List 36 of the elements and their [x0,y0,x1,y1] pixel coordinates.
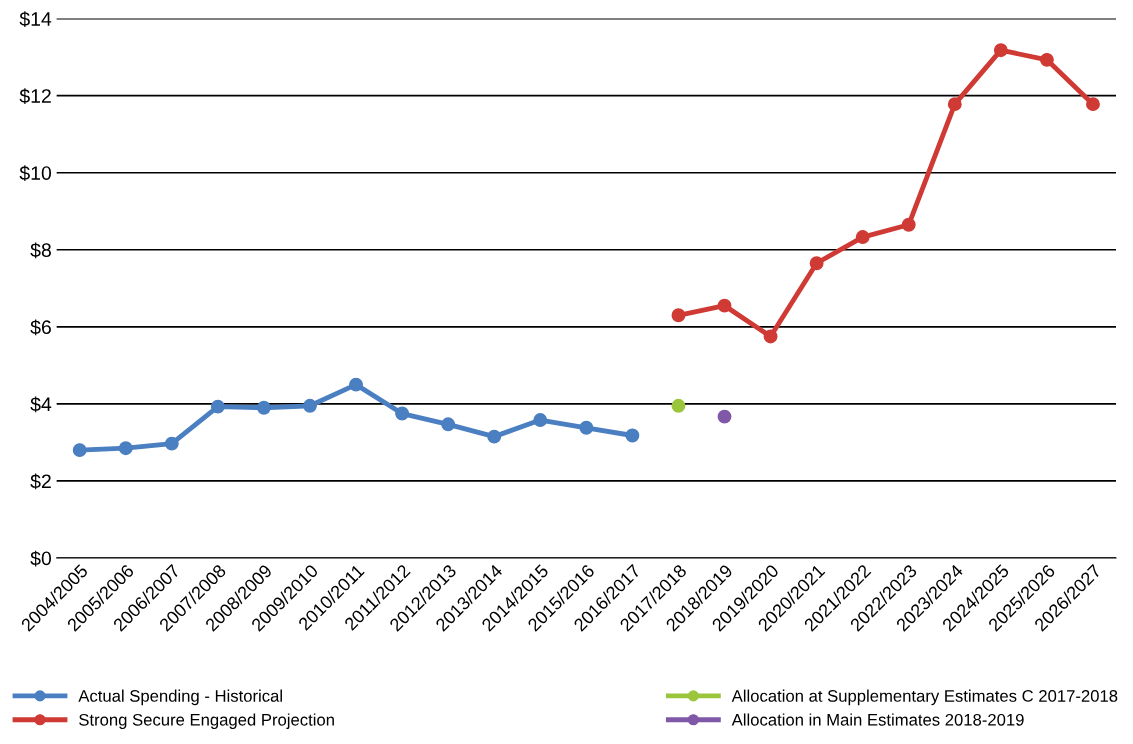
y-tick-label: $10 [19,165,52,182]
point [579,420,594,435]
point [118,441,133,456]
y-tick-label: $14 [19,11,52,27]
point [164,436,179,451]
point [625,428,640,443]
y-tick-label: $8 [30,242,51,259]
legend-label: Allocation in Main Estimates 2018-2019 [731,713,1024,726]
point [993,43,1008,58]
point [441,417,456,432]
point [1039,52,1054,67]
y-tick-label: $12 [19,88,51,105]
point [487,429,502,444]
point [395,406,410,421]
point [947,97,962,112]
y-tick-label: $6 [30,319,51,336]
point [901,217,916,232]
point [256,400,271,415]
point [1086,97,1100,112]
point [855,230,870,245]
legend-label: Actual Spending - Historical [78,689,282,706]
legend-label: Allocation at Supplementary Estimates C 2017-2018 [731,689,1118,706]
point [809,256,824,271]
point [210,399,225,414]
point [349,377,363,392]
legend-label: Strong Secure Engaged Projection [79,713,334,729]
point [717,409,732,424]
y-tick-label: $4 [30,396,52,413]
point [533,413,548,428]
point [671,308,686,323]
y-tick-label: $2 [30,473,51,490]
point [671,398,686,413]
point [303,398,317,413]
point [72,443,87,458]
point [763,329,778,344]
point [717,298,732,313]
